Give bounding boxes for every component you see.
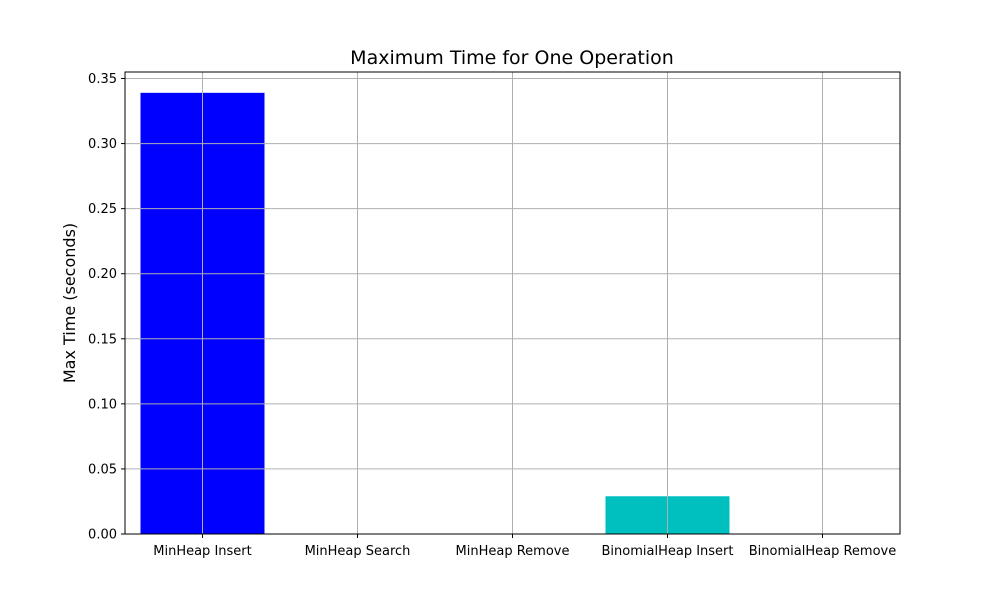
x-tick-label: MinHeap Search [305, 544, 411, 559]
axes-frame [124, 71, 901, 535]
y-tick-label: 0.25 [88, 202, 117, 217]
y-tick-label: 0.15 [88, 332, 117, 347]
chart-title: Maximum Time for One Operation [350, 47, 674, 69]
y-tick-label: 0.30 [88, 137, 117, 152]
y-tick-label: 0.35 [88, 72, 117, 87]
x-tick-label: BinomialHeap Remove [749, 544, 896, 559]
y-tick-label: 0.10 [88, 397, 117, 412]
x-tick-label: MinHeap Insert [153, 544, 251, 559]
plot-area: 0.00 0.05 0.10 0.15 0.20 0.25 0.30 0.35 MinHeap … [88, 71, 901, 559]
y-tick-label: 0.05 [88, 462, 117, 477]
y-tick-label: 0.00 [88, 528, 117, 543]
x-tick-label: BinomialHeap Insert [602, 544, 734, 559]
x-tick-label: MinHeap Remove [456, 544, 570, 559]
y-tick-label: 0.20 [88, 267, 117, 282]
y-axis-label: Max Time (seconds) [60, 223, 79, 383]
